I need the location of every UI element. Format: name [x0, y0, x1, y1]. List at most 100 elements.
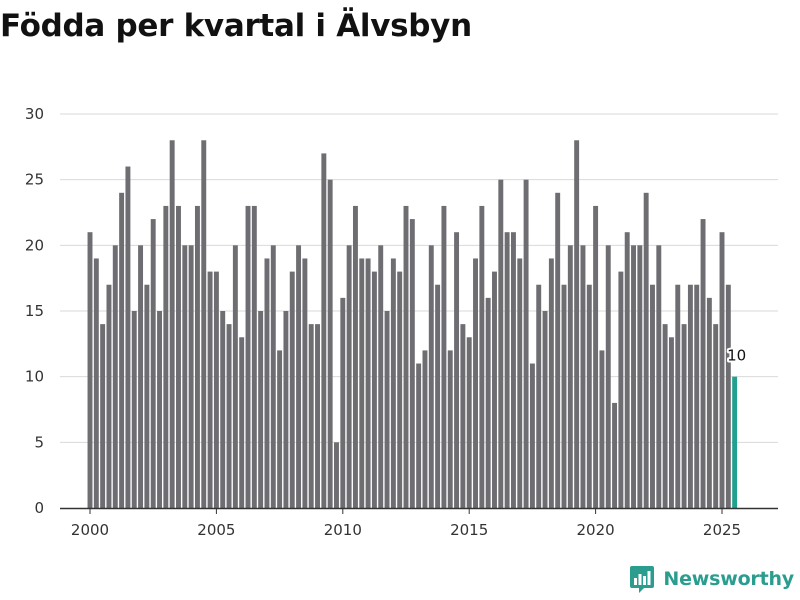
bar	[631, 245, 636, 508]
bar	[270, 245, 276, 508]
bar	[517, 258, 523, 508]
bar	[258, 311, 264, 508]
bar	[397, 271, 403, 508]
bar	[93, 258, 99, 508]
bar	[201, 140, 207, 508]
bar	[384, 311, 390, 508]
bar	[643, 192, 649, 509]
bar	[567, 245, 573, 508]
bar	[245, 205, 251, 508]
bar	[479, 205, 485, 508]
bar	[144, 284, 150, 508]
bar	[713, 324, 719, 508]
bar	[681, 324, 687, 508]
bar	[650, 284, 655, 508]
x-tick-label: 2010	[324, 521, 362, 539]
bar	[131, 311, 137, 508]
x-axis: 2000 2005 2010 2015 2020 2025	[60, 507, 778, 539]
bar	[529, 363, 535, 508]
x-tick-label: 2005	[197, 521, 235, 539]
bar	[390, 258, 396, 508]
bar	[157, 311, 162, 508]
bar	[422, 350, 428, 508]
bar	[251, 205, 257, 508]
x-tick-label: 2015	[450, 521, 488, 539]
bar	[138, 245, 144, 508]
last-value-label: 10	[727, 347, 746, 365]
bar	[624, 232, 630, 508]
bar	[656, 245, 662, 508]
y-tick-label: 10	[25, 368, 44, 386]
bar	[239, 337, 245, 508]
bar	[662, 324, 668, 508]
bar	[668, 337, 674, 508]
bar	[687, 284, 693, 508]
bar	[555, 192, 561, 509]
bar	[194, 205, 200, 508]
bar	[416, 363, 422, 508]
bar	[719, 232, 725, 508]
bar	[352, 205, 358, 508]
y-axis-tick-labels: 0 5 10 15 20 25 30	[25, 105, 44, 517]
bar	[523, 179, 529, 509]
y-tick-label: 25	[25, 171, 44, 189]
bar	[207, 271, 213, 508]
bar	[403, 205, 409, 508]
bar	[586, 284, 592, 508]
bar	[378, 245, 384, 508]
bar	[264, 258, 270, 508]
bar	[87, 232, 93, 508]
bar	[725, 284, 731, 508]
y-tick-label: 5	[34, 433, 44, 451]
bar	[371, 271, 377, 508]
bar	[460, 324, 466, 508]
bar	[112, 245, 118, 508]
bar	[150, 219, 156, 508]
bar	[302, 258, 308, 508]
newsworthy-logo-icon	[630, 566, 655, 593]
bar	[169, 140, 175, 508]
bar	[700, 219, 706, 508]
bar	[466, 337, 472, 508]
bar	[308, 324, 314, 508]
bar	[599, 350, 605, 508]
bar	[441, 205, 447, 508]
bar	[435, 284, 441, 508]
bar	[473, 258, 478, 508]
bar	[485, 297, 491, 508]
y-tick-label: 30	[25, 105, 44, 123]
bar	[675, 284, 681, 508]
bar	[359, 258, 365, 508]
bar	[226, 324, 232, 508]
newsworthy-brand[interactable]: Newsworthy	[629, 564, 794, 594]
bar	[612, 402, 618, 508]
bar	[447, 350, 453, 508]
bar	[548, 258, 554, 508]
chart-title: Födda per kvartal i Älvsbyn	[0, 8, 472, 44]
bar	[315, 324, 320, 508]
bar	[220, 311, 226, 508]
bar	[289, 271, 295, 508]
bar	[321, 153, 327, 508]
bar	[119, 192, 125, 509]
y-tick-label: 20	[25, 236, 44, 254]
bar	[213, 271, 219, 508]
bar	[605, 245, 611, 508]
bar	[498, 179, 504, 509]
bar-highlight	[732, 376, 738, 508]
bar	[106, 284, 112, 508]
y-tick-label: 0	[34, 499, 44, 517]
x-tick-label: 2025	[703, 521, 741, 539]
bar	[536, 284, 542, 508]
bar	[296, 245, 302, 508]
x-tick-label: 2020	[577, 521, 615, 539]
bar	[125, 166, 131, 508]
bar	[561, 284, 567, 508]
bar	[100, 324, 106, 508]
bar	[163, 205, 169, 508]
y-tick-label: 15	[25, 302, 44, 320]
bar	[580, 245, 586, 508]
bar	[510, 232, 516, 508]
bar	[232, 245, 238, 508]
